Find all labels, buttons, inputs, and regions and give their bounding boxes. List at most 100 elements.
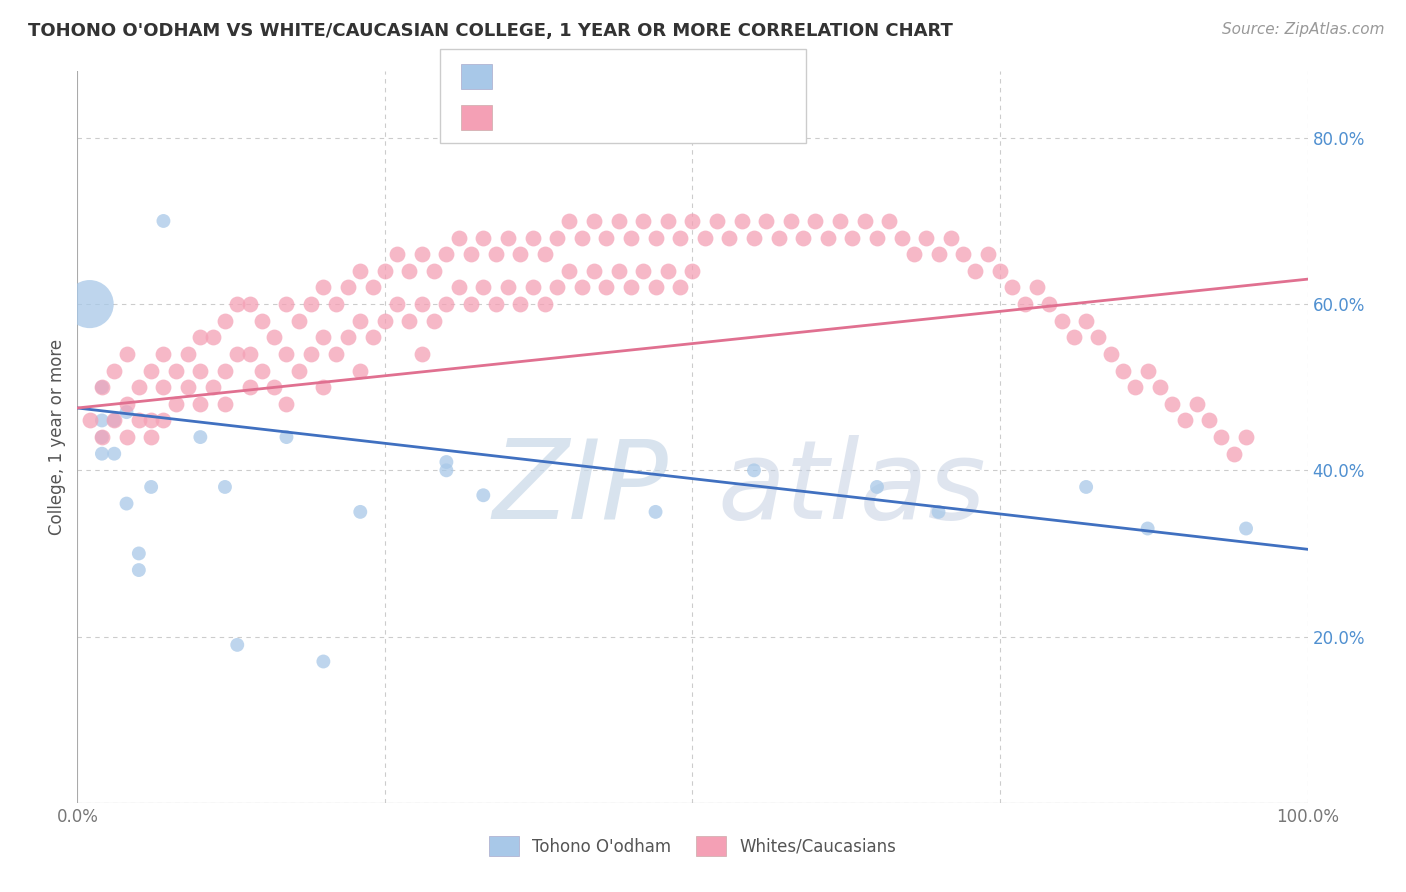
Point: [1076, 314, 1098, 328]
Point: [385, 247, 409, 261]
Point: [177, 347, 200, 361]
Point: [1112, 363, 1135, 377]
Point: [276, 397, 298, 411]
Point: [226, 347, 249, 361]
Point: [804, 214, 827, 228]
Point: [1185, 397, 1208, 411]
Text: 29: 29: [695, 68, 720, 86]
Point: [879, 214, 901, 228]
Point: [571, 280, 593, 294]
Point: [226, 638, 249, 652]
Point: [558, 214, 581, 228]
Point: [115, 397, 138, 411]
Point: [1063, 330, 1085, 344]
Point: [903, 247, 925, 261]
Point: [644, 280, 666, 294]
Point: [214, 363, 236, 377]
Point: [583, 214, 606, 228]
Point: [607, 264, 630, 278]
Point: [263, 380, 285, 394]
Point: [866, 230, 889, 244]
Point: [830, 214, 852, 228]
Point: [411, 347, 433, 361]
Point: [349, 264, 371, 278]
Y-axis label: College, 1 year or more: College, 1 year or more: [48, 339, 66, 535]
Point: [1001, 280, 1024, 294]
Point: [436, 455, 458, 469]
Point: [312, 280, 335, 294]
Point: [141, 430, 163, 444]
Point: [312, 655, 335, 669]
Point: [152, 214, 174, 228]
Point: [1038, 297, 1060, 311]
Point: [90, 447, 114, 461]
Point: [522, 230, 544, 244]
Text: Source: ZipAtlas.com: Source: ZipAtlas.com: [1222, 22, 1385, 37]
Point: [571, 230, 593, 244]
Point: [385, 297, 409, 311]
Point: [141, 413, 163, 427]
Point: [534, 247, 557, 261]
Point: [731, 214, 754, 228]
Point: [115, 497, 138, 511]
Point: [128, 546, 150, 560]
Point: [546, 230, 568, 244]
Point: [928, 505, 950, 519]
Text: 200: 200: [695, 108, 733, 126]
Point: [1014, 297, 1036, 311]
Point: [1174, 413, 1197, 427]
Point: [177, 380, 200, 394]
Point: [128, 413, 150, 427]
Point: [239, 380, 262, 394]
Point: [669, 280, 692, 294]
Point: [706, 214, 728, 228]
Point: [349, 505, 371, 519]
Point: [657, 214, 679, 228]
Point: [1026, 280, 1049, 294]
Point: [188, 430, 212, 444]
Text: atlas: atlas: [717, 434, 986, 541]
Point: [411, 247, 433, 261]
Point: [522, 280, 544, 294]
Point: [1234, 430, 1257, 444]
Point: [128, 380, 150, 394]
Point: [1223, 447, 1246, 461]
Point: [288, 363, 311, 377]
Point: [890, 230, 912, 244]
Point: [361, 330, 384, 344]
Point: [509, 247, 531, 261]
Point: [644, 505, 666, 519]
Point: [620, 280, 643, 294]
Point: [115, 347, 138, 361]
Point: [1076, 480, 1098, 494]
Point: [485, 297, 508, 311]
Point: [682, 214, 704, 228]
Text: 0.651: 0.651: [585, 108, 641, 126]
Point: [534, 297, 557, 311]
Point: [633, 264, 655, 278]
Point: [214, 397, 236, 411]
Point: [325, 297, 347, 311]
Point: [288, 314, 311, 328]
Point: [952, 247, 974, 261]
Point: [152, 380, 174, 394]
Point: [141, 480, 163, 494]
Point: [411, 297, 433, 311]
Point: [447, 230, 470, 244]
Point: [546, 280, 568, 294]
Point: [595, 230, 617, 244]
Point: [460, 247, 482, 261]
Point: [841, 230, 863, 244]
Point: [965, 264, 987, 278]
Point: [201, 330, 224, 344]
Point: [361, 280, 384, 294]
Point: [558, 264, 581, 278]
Point: [472, 488, 495, 502]
Point: [239, 297, 262, 311]
Point: [115, 405, 138, 419]
Point: [928, 247, 950, 261]
Point: [299, 297, 322, 311]
Point: [633, 214, 655, 228]
Point: [1161, 397, 1184, 411]
Point: [103, 413, 125, 427]
